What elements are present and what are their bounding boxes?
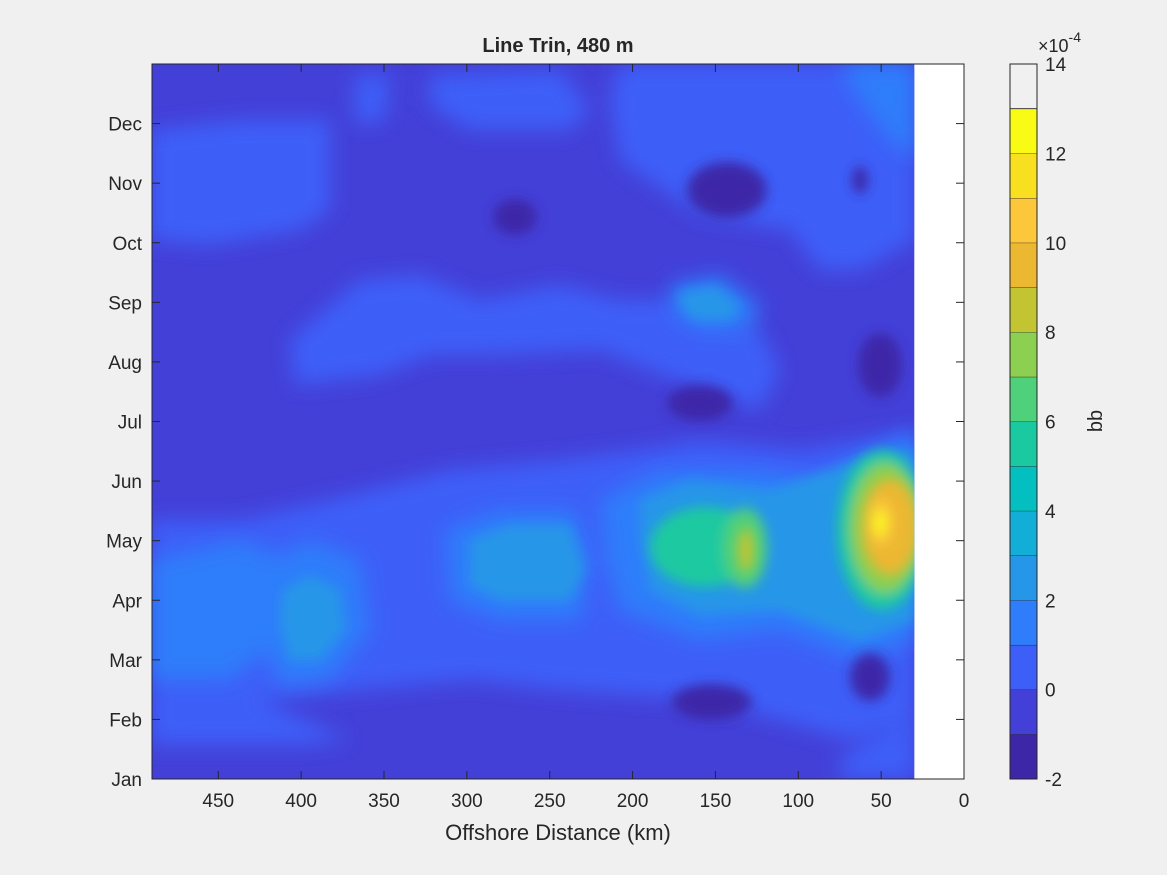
colorbar-swatches xyxy=(1010,108,1037,779)
colorbar-tick-label: 8 xyxy=(1045,323,1056,344)
colorbar-tick-label: 14 xyxy=(1045,55,1067,76)
y-tick-label: Jan xyxy=(111,770,142,791)
contour-mar-low xyxy=(850,653,890,701)
colorbar-swatch xyxy=(1010,242,1037,288)
colorbar-swatch xyxy=(1010,108,1037,154)
y-tick-label: Mar xyxy=(109,651,142,672)
colorbar-swatch xyxy=(1010,198,1037,243)
contour-north-shelf xyxy=(840,64,915,160)
colorbar: -2 0 2 4 6 8 10 12 14 ×10-4 bb xyxy=(1009,29,1107,791)
colorbar-swatch xyxy=(1010,644,1037,690)
colorbar-frame xyxy=(1009,63,1038,780)
colorbar-swatch xyxy=(1010,421,1037,467)
contour-field xyxy=(152,64,915,779)
colorbar-swatch xyxy=(1010,689,1037,735)
contour-bottom-right xyxy=(840,720,915,779)
y-tick-label: Aug xyxy=(108,353,142,374)
colorbar-multiplier-base: ×10 xyxy=(1038,36,1069,56)
x-tick-label: 250 xyxy=(534,791,566,812)
x-tick-label: 300 xyxy=(451,791,483,812)
colorbar-swatch xyxy=(1010,287,1037,333)
contour-sep-core xyxy=(680,286,740,320)
x-tick-label: 350 xyxy=(368,791,400,812)
y-tick-label: Apr xyxy=(112,591,142,612)
y-axis: Jan Feb Mar Apr May Jun Jul Aug Sep Oct Nov Dec xyxy=(106,115,964,791)
colorbar-tick-label: 0 xyxy=(1045,681,1056,702)
colorbar-swatch xyxy=(1010,600,1037,645)
colorbar-tick-label: 12 xyxy=(1045,144,1066,165)
colorbar-tick-label: 4 xyxy=(1045,502,1056,523)
colorbar-tick-label: 10 xyxy=(1045,234,1066,255)
contour-top-left xyxy=(355,75,390,125)
x-tick-label: 0 xyxy=(959,791,970,812)
contour-nov-low xyxy=(687,162,767,218)
contour-aug-low xyxy=(858,333,902,397)
contour-top-mid xyxy=(430,70,590,130)
contour-oct-low xyxy=(493,199,537,235)
colorbar-multiplier: ×10-4 xyxy=(1038,29,1081,56)
x-tick-label: 150 xyxy=(700,791,732,812)
x-tick-label: 400 xyxy=(285,791,317,812)
x-tick-label: 450 xyxy=(202,791,234,812)
chart-title: Line Trin, 480 m xyxy=(482,35,633,57)
colorbar-swatch xyxy=(1010,555,1037,601)
contour-nov-shelf-low xyxy=(852,166,868,194)
contour-jul-low xyxy=(667,385,733,421)
y-tick-label: Nov xyxy=(108,174,142,195)
colorbar-swatch xyxy=(1010,734,1037,779)
colorbar-swatch xyxy=(1010,376,1037,422)
contour-level-peak xyxy=(738,479,915,575)
contour-upper-light xyxy=(152,120,330,245)
y-tick-label: Jul xyxy=(118,413,142,434)
y-tick-label: Feb xyxy=(109,710,142,731)
colorbar-tick-label: 2 xyxy=(1045,591,1056,612)
y-tick-label: Sep xyxy=(108,293,142,314)
y-tick-label: Jun xyxy=(111,472,142,493)
colorbar-swatch xyxy=(1010,332,1037,377)
x-axis-label: Offshore Distance (km) xyxy=(445,820,671,845)
y-tick-label: Oct xyxy=(112,234,142,255)
colorbar-exponent: -4 xyxy=(1069,29,1082,45)
contour-level-low xyxy=(493,162,902,720)
contour-bottom-left xyxy=(152,700,350,745)
contour-inshore-peak xyxy=(738,528,754,572)
x-tick-label: 50 xyxy=(871,791,892,812)
contour-mid-band xyxy=(290,275,780,410)
x-tick-label: 100 xyxy=(782,791,814,812)
colorbar-tick-label: -2 xyxy=(1045,770,1062,791)
contour-shelf-max xyxy=(874,510,886,536)
y-tick-label: Dec xyxy=(108,115,142,136)
plot-area: 450 400 350 300 250 200 150 100 50 0 Jan Feb Mar Apr… xyxy=(106,63,969,812)
y-tick-label: May xyxy=(106,532,142,553)
contour-feb-low xyxy=(672,684,752,720)
colorbar-label: bb xyxy=(1085,410,1107,432)
colorbar-swatch xyxy=(1010,153,1037,199)
x-axis: 450 400 350 300 250 200 150 100 50 0 xyxy=(202,64,969,812)
contour-left-may xyxy=(152,540,290,680)
colorbar-swatch xyxy=(1010,466,1037,511)
contour-apr-core xyxy=(280,575,345,660)
colorbar-ticks: -2 0 2 4 6 8 10 12 14 xyxy=(1045,55,1067,791)
x-tick-label: 200 xyxy=(617,791,649,812)
colorbar-swatch xyxy=(1010,510,1037,556)
colorbar-tick-label: 6 xyxy=(1045,413,1056,434)
contour-mid-core xyxy=(470,525,585,600)
contour-top-right xyxy=(610,64,915,270)
